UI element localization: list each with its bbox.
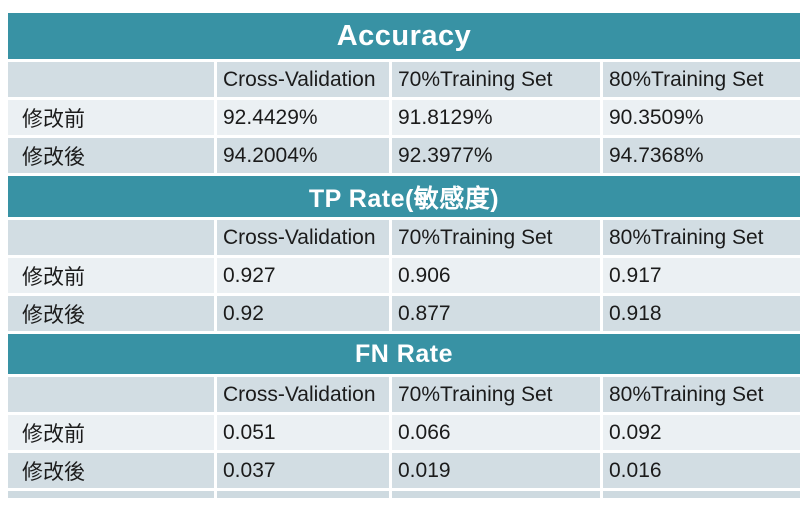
table-bottom-strip-cell xyxy=(217,491,389,498)
column-header: 70%Training Set xyxy=(392,62,600,97)
corner-cell xyxy=(8,62,214,97)
table-row: 修改後 0.92 0.877 0.918 xyxy=(8,296,800,331)
value-cell: 0.92 xyxy=(217,296,389,331)
table-bottom-strip-cell xyxy=(8,491,214,498)
value-cell: 0.877 xyxy=(392,296,600,331)
table-bottom-strip xyxy=(8,491,800,498)
value-cell: 0.016 xyxy=(603,453,800,488)
section-title: Accuracy xyxy=(8,13,800,59)
value-cell: 0.927 xyxy=(217,258,389,293)
table-bottom-strip-cell xyxy=(392,491,600,498)
section-title: TP Rate(敏感度) xyxy=(8,176,800,217)
value-cell: 90.3509% xyxy=(603,100,800,135)
value-cell: 0.906 xyxy=(392,258,600,293)
row-label: 修改前 xyxy=(8,100,214,135)
section-title: FN Rate xyxy=(8,334,800,374)
value-cell: 0.092 xyxy=(603,415,800,450)
column-header: 80%Training Set xyxy=(603,377,800,412)
column-header: Cross-Validation xyxy=(217,62,389,97)
table-row: 修改前 92.4429% 91.8129% 90.3509% xyxy=(8,100,800,135)
value-cell: 0.051 xyxy=(217,415,389,450)
table-row: 修改前 0.051 0.066 0.092 xyxy=(8,415,800,450)
value-cell: 94.7368% xyxy=(603,138,800,173)
value-cell: 92.4429% xyxy=(217,100,389,135)
row-label: 修改後 xyxy=(8,453,214,488)
column-header: 80%Training Set xyxy=(603,220,800,255)
value-cell: 0.917 xyxy=(603,258,800,293)
value-cell: 0.019 xyxy=(392,453,600,488)
results-table: Accuracy Cross-Validation 70%Training Set 8… xyxy=(8,13,800,501)
value-cell: 94.2004% xyxy=(217,138,389,173)
table-row: 修改前 0.927 0.906 0.917 xyxy=(8,258,800,293)
column-header: Cross-Validation xyxy=(217,377,389,412)
column-header: 70%Training Set xyxy=(392,377,600,412)
value-cell: 91.8129% xyxy=(392,100,600,135)
value-cell: 0.918 xyxy=(603,296,800,331)
table-bottom-strip-cell xyxy=(603,491,800,498)
row-label: 修改後 xyxy=(8,296,214,331)
column-header-row: Cross-Validation 70%Training Set 80%Traini… xyxy=(8,220,800,255)
value-cell: 92.3977% xyxy=(392,138,600,173)
row-label: 修改後 xyxy=(8,138,214,173)
column-header-row: Cross-Validation 70%Training Set 80%Traini… xyxy=(8,377,800,412)
column-header: 70%Training Set xyxy=(392,220,600,255)
column-header: 80%Training Set xyxy=(603,62,800,97)
corner-cell xyxy=(8,377,214,412)
table-row: 修改後 0.037 0.019 0.016 xyxy=(8,453,800,488)
row-label: 修改前 xyxy=(8,258,214,293)
column-header-row: Cross-Validation 70%Training Set 80%Traini… xyxy=(8,62,800,97)
corner-cell xyxy=(8,220,214,255)
row-label: 修改前 xyxy=(8,415,214,450)
table-row: 修改後 94.2004% 92.3977% 94.7368% xyxy=(8,138,800,173)
value-cell: 0.037 xyxy=(217,453,389,488)
value-cell: 0.066 xyxy=(392,415,600,450)
column-header: Cross-Validation xyxy=(217,220,389,255)
